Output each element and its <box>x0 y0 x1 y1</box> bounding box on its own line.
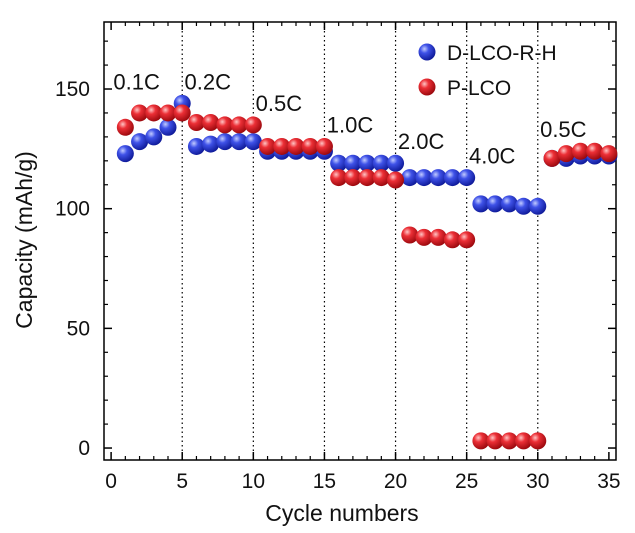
data-point-d-lco-r-h <box>244 133 262 151</box>
y-tick-label-0: 0 <box>78 437 90 460</box>
data-point-p-lco <box>216 116 234 134</box>
data-point-p-lco <box>344 169 362 187</box>
legend-label-d-lco: D-LCO-R-H <box>447 42 557 65</box>
data-point-d-lco-r-h <box>330 154 348 172</box>
data-point-p-lco <box>287 137 305 155</box>
x-tick-label-10: 10 <box>242 470 265 493</box>
plot-area-border <box>103 21 617 461</box>
data-point-p-lco <box>244 116 262 134</box>
data-point-d-lco-r-h <box>145 128 163 146</box>
axis-ticks <box>104 22 616 460</box>
y-axis-title: Capacity (mAh/g) <box>11 151 37 329</box>
data-point-p-lco <box>401 226 419 244</box>
data-point-d-lco-r-h <box>529 197 547 215</box>
data-point-p-lco <box>586 142 604 160</box>
data-point-d-lco-r-h <box>401 169 419 187</box>
data-point-p-lco <box>145 104 163 122</box>
data-point-p-lco <box>259 137 277 155</box>
rate-label-6: 4.0C <box>469 144 516 169</box>
data-point-p-lco <box>529 432 547 450</box>
grid-lines <box>181 22 539 460</box>
rate-label-2: 0.2C <box>185 69 232 94</box>
x-tick-label-30: 30 <box>526 470 549 493</box>
legend-marker-p-lco <box>418 78 436 96</box>
x-tick-label-0: 0 <box>105 470 117 493</box>
data-point-d-lco-r-h <box>116 145 134 163</box>
plot-frame <box>103 21 617 461</box>
data-point-d-lco-r-h <box>472 195 490 213</box>
rate-label-3: 0.5C <box>256 91 303 116</box>
data-point-d-lco-r-h <box>230 133 248 151</box>
y-tick-labels: 0 50 100 150 <box>55 78 90 460</box>
x-tick-labels: 0 5 10 15 20 25 30 35 <box>105 470 620 493</box>
data-point-p-lco <box>372 169 390 187</box>
data-point-p-lco <box>358 169 376 187</box>
data-point-d-lco-r-h <box>372 154 390 172</box>
data-point-p-lco <box>202 114 220 132</box>
y-tick-label-50: 50 <box>67 317 90 340</box>
data-point-p-lco <box>159 104 177 122</box>
data-point-d-lco-r-h <box>387 154 405 172</box>
data-point-d-lco-r-h <box>216 133 234 151</box>
data-point-p-lco <box>543 149 561 167</box>
data-point-p-lco <box>443 231 461 249</box>
data-point-d-lco-r-h <box>131 133 149 151</box>
legend: D-LCO-R-H P-LCO <box>418 42 557 100</box>
data-point-p-lco <box>330 169 348 187</box>
data-point-d-lco-r-h <box>202 135 220 153</box>
x-axis-title: Cycle numbers <box>265 500 418 526</box>
data-point-d-lco-r-h <box>429 169 447 187</box>
data-point-p-lco <box>187 114 205 132</box>
data-point-p-lco <box>273 137 291 155</box>
x-tick-label-15: 15 <box>313 470 336 493</box>
data-point-p-lco <box>415 228 433 246</box>
data-point-p-lco <box>429 228 447 246</box>
data-point-p-lco <box>458 231 476 249</box>
data-point-p-lco <box>387 171 405 189</box>
data-markers <box>116 94 618 450</box>
data-point-d-lco-r-h <box>187 137 205 155</box>
data-point-p-lco <box>301 137 319 155</box>
data-point-d-lco-r-h <box>500 195 518 213</box>
data-point-p-lco <box>571 142 589 160</box>
data-point-d-lco-r-h <box>486 195 504 213</box>
data-point-d-lco-r-h <box>458 169 476 187</box>
x-tick-label-35: 35 <box>597 470 620 493</box>
x-tick-label-20: 20 <box>384 470 407 493</box>
y-tick-label-150: 150 <box>55 78 90 101</box>
data-point-d-lco-r-h <box>159 118 177 136</box>
data-point-p-lco <box>500 432 518 450</box>
data-point-p-lco <box>472 432 490 450</box>
rate-annotations: 0.1C 0.2C 0.5C 1.0C 2.0C 4.0C 0.5C <box>113 69 586 168</box>
data-point-p-lco <box>116 118 134 136</box>
data-point-p-lco <box>315 137 333 155</box>
x-tick-label-5: 5 <box>176 470 188 493</box>
data-point-d-lco-r-h <box>344 154 362 172</box>
data-point-p-lco <box>230 116 248 134</box>
legend-marker-d-lco <box>418 43 436 61</box>
data-point-p-lco <box>600 145 618 163</box>
rate-label-4: 1.0C <box>327 112 374 137</box>
data-point-p-lco <box>173 104 191 122</box>
rate-label-5: 2.0C <box>398 129 445 154</box>
rate-label-1: 0.1C <box>113 69 160 94</box>
data-point-p-lco <box>131 104 149 122</box>
x-tick-label-25: 25 <box>455 470 478 493</box>
data-point-d-lco-r-h <box>358 154 376 172</box>
data-point-d-lco-r-h <box>415 169 433 187</box>
y-tick-label-100: 100 <box>55 198 90 221</box>
data-point-p-lco <box>557 145 575 163</box>
rate-label-7: 0.5C <box>540 117 587 142</box>
data-point-d-lco-r-h <box>443 169 461 187</box>
data-point-p-lco <box>515 432 533 450</box>
data-point-d-lco-r-h <box>515 197 533 215</box>
data-point-p-lco <box>486 432 504 450</box>
legend-label-p-lco: P-LCO <box>447 77 511 100</box>
